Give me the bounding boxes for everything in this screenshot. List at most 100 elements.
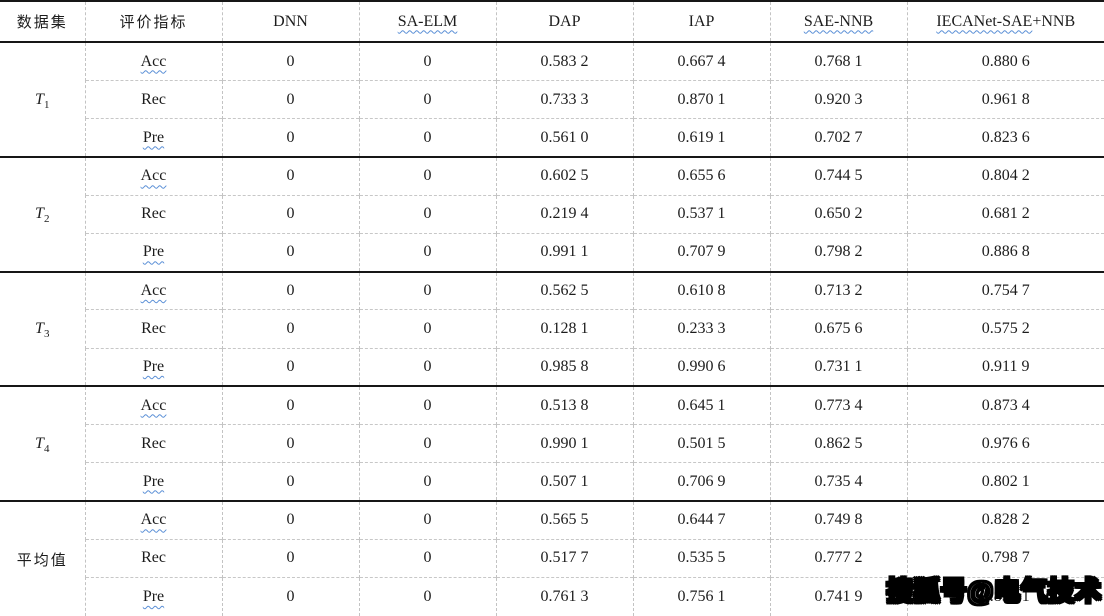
value-cell: 0.513 8 [496, 385, 634, 425]
table-row: T4 Acc 0 0 0.513 8 0.645 1 0.773 4 0.873 4 [0, 385, 1104, 502]
value-cell: 0 [222, 118, 360, 157]
value-cell: 0 [222, 270, 360, 310]
label-text-wavy: Acc [140, 511, 167, 529]
value-cell: 0.655 6 [633, 155, 771, 196]
metric-cell: Pre [85, 118, 223, 157]
label-text: 评价指标 [119, 15, 188, 32]
value-cell: 0 [359, 118, 497, 157]
value-cell: 0.706 9 [633, 462, 771, 502]
value-cell: 0 [359, 79, 497, 119]
metric-cell: Acc [85, 155, 223, 196]
value-cell: 0.823 6 [907, 118, 1104, 157]
header-cell: IAP [633, 0, 771, 44]
label-text-wavy: Pre [142, 588, 165, 606]
label-text-wavy: Acc [140, 282, 167, 300]
header-row: 数据集 评价指标 DNN SA-ELM DAP IAP SAE-NNB IECANet-SAE… [0, 0, 1104, 44]
dataset-cell: T3 [0, 270, 86, 387]
value-cell: 0.798 2 [770, 232, 908, 272]
table-row: Rec 0 0 0.219 4 0.537 1 0.650 2 0.681 2 [0, 194, 1104, 234]
label-text-wavy: Pre [142, 243, 165, 261]
value-cell: 0 [222, 41, 360, 81]
value-cell: 0.802 1 [907, 462, 1104, 502]
value-cell: 0.575 2 [907, 309, 1104, 349]
value-cell: 0.507 1 [496, 462, 634, 502]
metric-cell: Acc [85, 500, 223, 540]
value-cell: 0.777 2 [770, 538, 908, 578]
label-text-wavy: SAE-NNB [803, 12, 874, 30]
metric-cell: Pre [85, 232, 223, 272]
table-row: Rec 0 0 0.733 3 0.870 1 0.920 3 0.961 8 [0, 79, 1104, 119]
dataset-subscript: 3 [43, 328, 50, 341]
metric-cell: Rec [85, 309, 223, 349]
value-cell: 0 [222, 232, 360, 272]
dataset-subscript: 1 [43, 98, 50, 111]
metric-cell: Pre [85, 347, 223, 387]
value-cell: 0.535 5 [633, 538, 771, 578]
value-cell: 0.920 3 [770, 79, 908, 119]
table-row: T1 Acc 0 0 0.583 2 0.667 4 0.768 1 0.880 6 [0, 41, 1104, 157]
value-cell: 0 [359, 232, 497, 272]
value-cell: 0.619 1 [633, 118, 771, 157]
dataset-subscript: 2 [43, 213, 50, 226]
label-text: +NNB [1032, 12, 1076, 30]
table-row: Rec 0 0 0.128 1 0.233 3 0.675 6 0.575 2 [0, 309, 1104, 349]
metric-cell: Acc [85, 41, 223, 81]
value-cell: 0 [359, 41, 497, 81]
value-cell: 0 [359, 194, 497, 234]
value-cell: 0 [359, 309, 497, 349]
dataset-label: T [35, 205, 44, 223]
value-cell: 0.731 1 [770, 347, 908, 387]
label-text: DNN [273, 12, 308, 30]
table-row: Rec 0 0 0.517 7 0.535 5 0.777 2 0.798 7 [0, 538, 1104, 578]
header-cell: SAE-NNB [770, 0, 908, 44]
value-cell: 0 [222, 194, 360, 234]
value-cell: 0.990 6 [633, 347, 771, 387]
value-cell: 0.856 1 [907, 577, 1104, 616]
value-cell: 0 [359, 462, 497, 502]
value-cell: 0.761 3 [496, 577, 634, 616]
value-cell: 0.681 2 [907, 194, 1104, 234]
table-row: Pre 0 0 0.991 1 0.707 9 0.798 2 0.886 8 [0, 232, 1104, 272]
value-cell: 0.675 6 [770, 309, 908, 349]
value-cell: 0.537 1 [633, 194, 771, 234]
label-text: Rec [141, 549, 166, 567]
value-cell: 0 [359, 270, 497, 310]
value-cell: 0.741 9 [770, 577, 908, 616]
value-cell: 0.804 2 [907, 155, 1104, 196]
value-cell: 0 [222, 309, 360, 349]
label-text-wavy: Pre [142, 128, 165, 146]
value-cell: 0.702 7 [770, 118, 908, 157]
value-cell: 0.517 7 [496, 538, 634, 578]
value-cell: 0.602 5 [496, 155, 634, 196]
label-text-wavy: Acc [140, 167, 167, 185]
value-cell: 0.583 2 [496, 41, 634, 81]
value-cell: 0.990 1 [496, 424, 634, 463]
value-cell: 0 [222, 385, 360, 425]
dataset-cell: T2 [0, 155, 86, 272]
dataset-label: T [35, 90, 44, 108]
value-cell: 0.798 7 [907, 538, 1104, 578]
table-row: T2 Acc 0 0 0.602 5 0.655 6 0.744 5 0.804 2 [0, 155, 1104, 272]
watermark: 搜狐号@电气技术 [886, 575, 1102, 607]
metric-cell: Rec [85, 538, 223, 578]
metric-cell: Acc [85, 385, 223, 425]
label-text-wavy: Acc [140, 52, 167, 70]
metric-cell: Pre [85, 577, 223, 616]
label-text-wavy: IECANet-SAE [936, 12, 1033, 30]
value-cell: 0.610 8 [633, 270, 771, 310]
value-cell: 0.768 1 [770, 41, 908, 81]
dataset-cell: T4 [0, 385, 86, 502]
value-cell: 0.862 5 [770, 424, 908, 463]
value-cell: 0.650 2 [770, 194, 908, 234]
dataset-cell: 平均值 [0, 500, 86, 616]
table-row: T3 Acc 0 0 0.562 5 0.610 8 0.713 2 0.754 7 [0, 270, 1104, 387]
metric-cell: Acc [85, 270, 223, 310]
value-cell: 0.985 8 [496, 347, 634, 387]
value-cell: 0.735 4 [770, 462, 908, 502]
value-cell: 0.961 8 [907, 79, 1104, 119]
value-cell: 0.561 0 [496, 118, 634, 157]
value-cell: 0 [359, 385, 497, 425]
table-row: Pre 0 0 0.985 8 0.990 6 0.731 1 0.911 9 [0, 347, 1104, 387]
label-text-wavy: Pre [142, 472, 165, 490]
